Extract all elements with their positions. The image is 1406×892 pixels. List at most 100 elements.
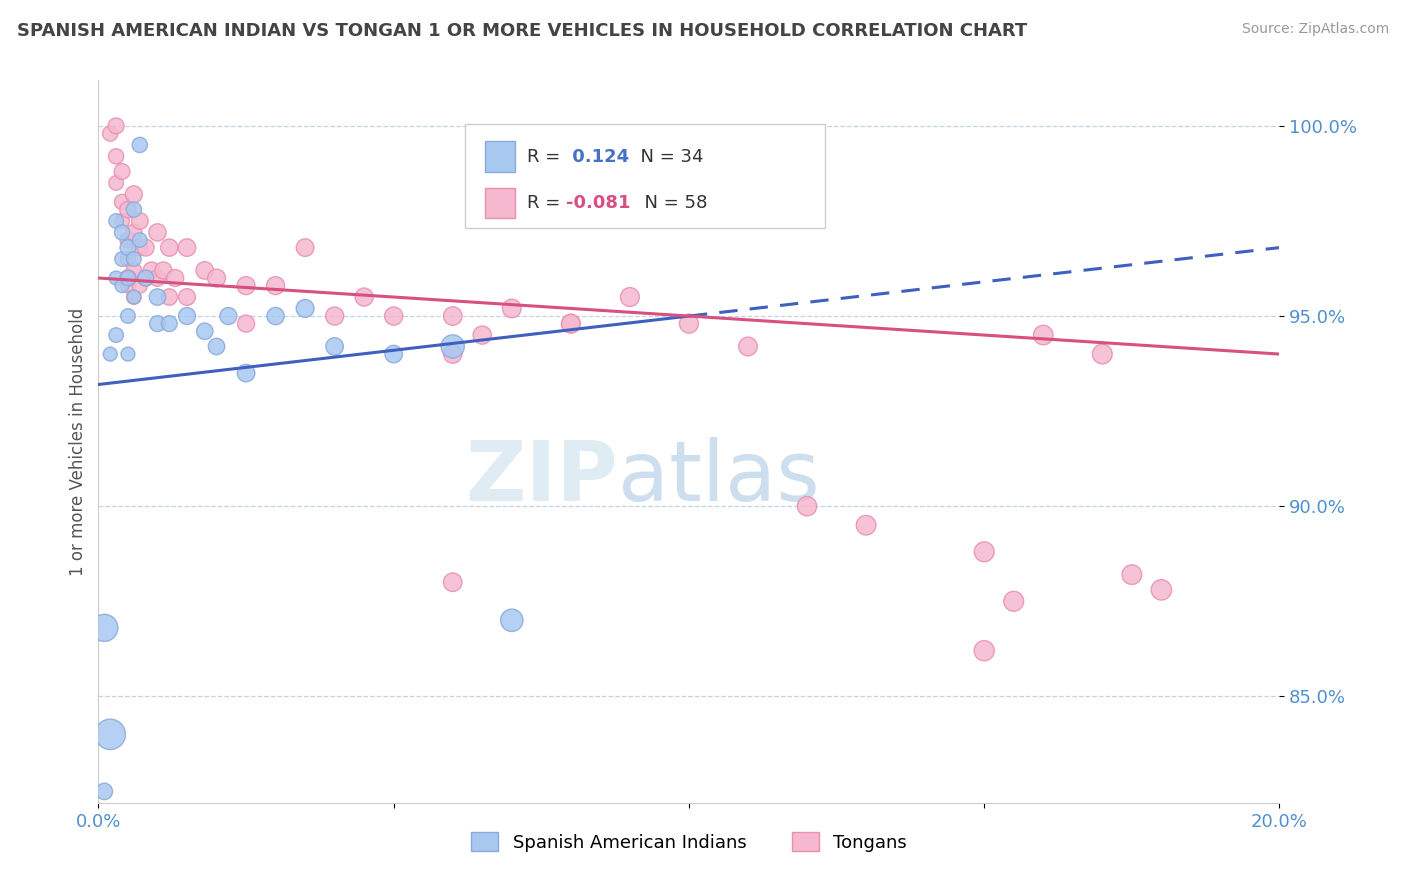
Point (117, 241, 139, 255)
Point (105, 214, 128, 228)
Point (117, 309, 139, 323)
Point (117, 271, 139, 285)
Point (146, 317, 169, 331)
Text: -0.081: -0.081 (567, 194, 631, 212)
Text: ZIP: ZIP (465, 437, 619, 518)
Point (1002, 594, 1025, 608)
Point (128, 214, 150, 228)
Point (235, 317, 257, 331)
Point (122, 290, 145, 304)
Point (111, 278, 134, 293)
Point (194, 263, 217, 277)
Point (152, 263, 174, 277)
FancyBboxPatch shape (464, 124, 825, 228)
Point (98, 127, 121, 141)
Point (98, 347, 121, 361)
Point (117, 202, 139, 217)
Point (1091, 347, 1114, 361)
Text: atlas: atlas (619, 437, 820, 518)
FancyBboxPatch shape (485, 188, 516, 219)
Point (796, 499, 818, 513)
Point (1032, 328, 1054, 343)
Y-axis label: 1 or more Vehicles in Household: 1 or more Vehicles in Household (69, 308, 87, 575)
Point (176, 309, 198, 323)
Point (111, 214, 134, 228)
Text: N = 34: N = 34 (628, 147, 703, 166)
Point (117, 278, 139, 293)
Point (501, 613, 523, 627)
Point (323, 339, 346, 353)
Point (441, 575, 464, 590)
Point (294, 241, 316, 255)
Point (117, 271, 139, 285)
Point (441, 309, 464, 323)
Point (105, 119, 128, 133)
Point (157, 290, 180, 304)
Point (98, 727, 121, 741)
Point (176, 290, 198, 304)
Point (235, 366, 257, 380)
Point (441, 339, 464, 353)
Point (619, 290, 641, 304)
Point (128, 241, 150, 255)
Point (122, 202, 145, 217)
Point (501, 301, 523, 316)
Point (122, 263, 145, 277)
Point (205, 271, 228, 285)
Point (737, 339, 759, 353)
Point (441, 347, 464, 361)
Point (235, 278, 257, 293)
Point (855, 518, 877, 533)
Point (135, 241, 157, 255)
Text: 0.124: 0.124 (567, 147, 630, 166)
Point (294, 301, 316, 316)
Point (111, 252, 134, 266)
Text: SPANISH AMERICAN INDIAN VS TONGAN 1 OR MORE VEHICLES IN HOUSEHOLD CORRELATION CH: SPANISH AMERICAN INDIAN VS TONGAN 1 OR M… (17, 22, 1028, 40)
Point (117, 252, 139, 266)
Point (205, 339, 228, 353)
Point (471, 328, 494, 343)
Point (157, 241, 180, 255)
Point (146, 226, 169, 240)
Point (135, 271, 157, 285)
Point (117, 347, 139, 361)
Point (93, 621, 115, 635)
Point (353, 290, 375, 304)
Point (973, 643, 995, 657)
Point (93, 784, 115, 798)
Point (176, 241, 198, 255)
Point (128, 233, 150, 247)
Point (194, 324, 217, 338)
Point (382, 309, 405, 323)
Point (111, 164, 134, 178)
Point (1150, 582, 1173, 597)
Point (128, 278, 150, 293)
Point (165, 271, 187, 285)
Point (382, 347, 405, 361)
Legend: Spanish American Indians, Tongans: Spanish American Indians, Tongans (464, 824, 914, 859)
Point (264, 309, 287, 323)
Point (111, 226, 134, 240)
Point (105, 271, 128, 285)
Point (146, 290, 169, 304)
Point (141, 263, 163, 277)
Text: R =: R = (527, 194, 567, 212)
Point (157, 317, 180, 331)
Point (135, 271, 157, 285)
Point (560, 317, 582, 331)
Point (146, 271, 169, 285)
Point (128, 137, 150, 152)
Point (560, 317, 582, 331)
Point (973, 545, 995, 559)
Point (217, 309, 239, 323)
Text: N = 58: N = 58 (634, 194, 707, 212)
Point (122, 226, 145, 240)
Point (1121, 567, 1143, 582)
Point (122, 252, 145, 266)
Point (117, 233, 139, 247)
Point (678, 317, 700, 331)
Point (122, 187, 145, 202)
FancyBboxPatch shape (485, 141, 516, 171)
Text: Source: ZipAtlas.com: Source: ZipAtlas.com (1241, 22, 1389, 37)
Point (111, 194, 134, 209)
